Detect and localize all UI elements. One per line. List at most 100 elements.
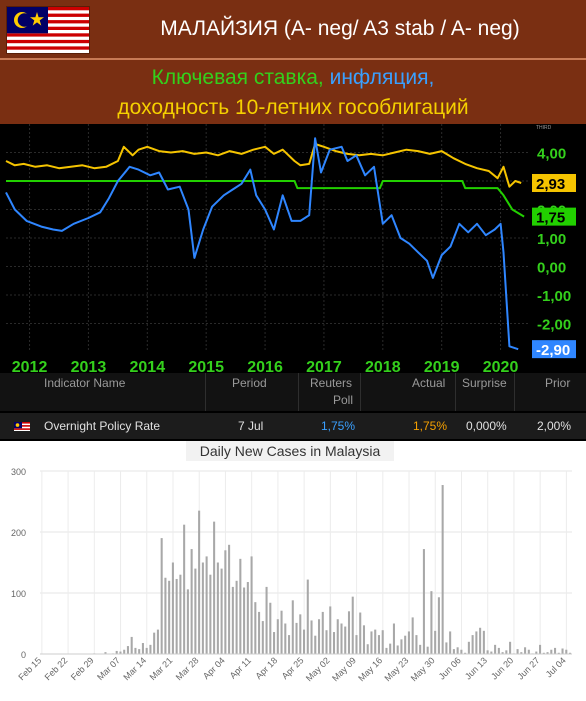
bar bbox=[460, 649, 463, 654]
x-tick-label: 2014 bbox=[130, 359, 166, 376]
table-row[interactable]: Overnight Policy Rate 7 Jul 1,75% 1,75% … bbox=[0, 413, 586, 439]
bar bbox=[362, 625, 366, 654]
bar bbox=[404, 635, 407, 654]
x-tick-label: May 23 bbox=[383, 655, 411, 683]
bar bbox=[250, 556, 253, 654]
bar bbox=[329, 606, 332, 654]
bar bbox=[355, 635, 358, 654]
bar bbox=[160, 538, 163, 654]
bar bbox=[194, 568, 197, 654]
y-tick-label: 200 bbox=[11, 528, 26, 538]
bar bbox=[168, 580, 171, 654]
y-axis-unit: THIRD bbox=[536, 125, 552, 131]
indicator-table: Indicator Name Period Reuters Poll Actua… bbox=[0, 373, 586, 441]
bar bbox=[546, 652, 549, 654]
x-tick-label: 2020 bbox=[483, 359, 519, 376]
bar bbox=[381, 630, 384, 654]
bar bbox=[479, 627, 482, 654]
bar bbox=[411, 617, 414, 654]
bar bbox=[385, 647, 388, 654]
bar bbox=[557, 652, 560, 654]
bar bbox=[561, 648, 564, 654]
x-tick-label: Mar 07 bbox=[95, 655, 122, 682]
header-bar: МАЛАЙЗИЯ (A- neg/ A3 stab / A- neg) bbox=[0, 0, 586, 58]
bar bbox=[344, 626, 347, 654]
bar bbox=[153, 632, 156, 654]
bar bbox=[347, 611, 351, 654]
cases-chart: 0 100 200 300 Feb 15 Feb 22 Feb 29 Mar 07 Mar 14… bbox=[0, 461, 586, 696]
x-tick-label: 2016 bbox=[247, 359, 283, 376]
bar bbox=[258, 611, 261, 654]
yield-line bbox=[5, 143, 522, 188]
bar bbox=[422, 549, 425, 654]
subtitle-inflation: инфляция, bbox=[329, 66, 435, 89]
x-tick-label: Jun 13 bbox=[463, 655, 489, 681]
y-tick-label: -2,00 bbox=[537, 317, 571, 334]
x-tick-label: 2015 bbox=[188, 359, 224, 376]
inflation-line bbox=[5, 137, 519, 351]
bar bbox=[434, 630, 437, 654]
bar bbox=[415, 635, 418, 654]
bar bbox=[359, 612, 362, 654]
bar bbox=[490, 651, 493, 654]
malaysia-flag-icon bbox=[6, 6, 90, 54]
policy_rate-value-box bbox=[532, 207, 576, 226]
header-actual: Actual bbox=[412, 376, 446, 390]
bar bbox=[449, 631, 452, 654]
y-tick-label: 4,00 bbox=[537, 146, 566, 163]
x-tick-label: May 09 bbox=[330, 655, 358, 683]
bar bbox=[565, 649, 568, 654]
bar bbox=[501, 652, 504, 654]
bar bbox=[123, 649, 126, 654]
bar bbox=[149, 644, 152, 654]
x-tick-label: Mar 28 bbox=[174, 655, 201, 682]
bar bbox=[325, 630, 328, 654]
bar bbox=[516, 649, 519, 654]
bar bbox=[374, 629, 377, 654]
bar bbox=[138, 649, 141, 654]
bar bbox=[119, 651, 122, 654]
bar bbox=[464, 652, 467, 654]
x-tick-label: Feb 29 bbox=[69, 655, 96, 682]
bar bbox=[126, 646, 129, 654]
bar bbox=[351, 596, 354, 654]
bar bbox=[235, 580, 238, 654]
bar bbox=[186, 589, 189, 654]
bar bbox=[377, 635, 380, 654]
bar bbox=[273, 632, 276, 654]
bar bbox=[332, 632, 336, 654]
y-tick-label: 300 bbox=[11, 467, 26, 477]
column-divider bbox=[298, 373, 299, 411]
bar bbox=[539, 644, 542, 654]
x-tick-label: Jun 06 bbox=[437, 655, 463, 681]
bar bbox=[134, 647, 137, 654]
bar bbox=[269, 602, 272, 654]
bar bbox=[276, 619, 279, 654]
bar bbox=[419, 644, 422, 654]
bar bbox=[295, 622, 298, 654]
bar bbox=[366, 644, 369, 654]
bar bbox=[520, 652, 523, 654]
header-surprise: Surprise bbox=[462, 376, 507, 390]
x-tick-label: Jul 04 bbox=[544, 655, 568, 679]
bar bbox=[396, 645, 399, 654]
x-tick-label: 2012 bbox=[12, 359, 48, 376]
bar bbox=[437, 597, 440, 654]
header-reuters: Reuters bbox=[310, 376, 353, 390]
x-tick-label: Mar 21 bbox=[148, 655, 175, 682]
inflation-value-label: -2,90 bbox=[536, 342, 570, 359]
bar bbox=[299, 614, 302, 654]
bar bbox=[336, 619, 339, 654]
bar bbox=[441, 485, 444, 654]
bar bbox=[213, 521, 216, 654]
bar bbox=[220, 568, 223, 654]
bar bbox=[284, 623, 287, 654]
bar bbox=[494, 644, 497, 654]
malaysia-flag-icon bbox=[14, 420, 30, 431]
bar bbox=[291, 600, 294, 654]
column-divider bbox=[514, 373, 515, 411]
bar bbox=[156, 629, 159, 654]
bar bbox=[445, 642, 448, 654]
bar bbox=[164, 577, 167, 654]
bar bbox=[426, 646, 429, 654]
